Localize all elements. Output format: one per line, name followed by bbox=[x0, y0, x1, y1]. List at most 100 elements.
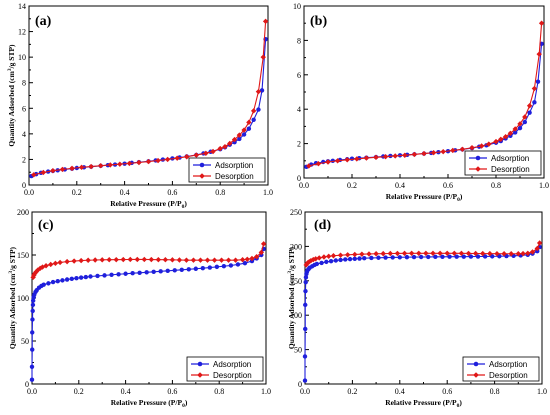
y-axis-title-main: Quantity Adsorbed (cm bbox=[7, 70, 16, 146]
data-point bbox=[319, 260, 324, 266]
series-desorption bbox=[30, 241, 267, 281]
data-point bbox=[92, 257, 98, 263]
data-point bbox=[174, 155, 180, 161]
data-point bbox=[158, 269, 163, 274]
data-point bbox=[472, 250, 479, 257]
series-desorption bbox=[31, 18, 269, 178]
x-tick-label: 0.2 bbox=[74, 387, 84, 396]
data-point bbox=[222, 143, 228, 150]
data-point bbox=[347, 256, 353, 262]
data-point bbox=[145, 158, 152, 165]
data-point bbox=[451, 250, 458, 256]
data-point bbox=[136, 159, 142, 166]
data-point bbox=[29, 364, 35, 369]
data-point bbox=[176, 257, 183, 263]
y-tick-label: 4 bbox=[22, 130, 26, 139]
data-point bbox=[31, 272, 37, 278]
data-point bbox=[376, 255, 381, 260]
y-axis-title: Quantity Adsorbed (cm3/g STP) bbox=[287, 246, 296, 349]
data-point bbox=[88, 274, 93, 279]
y-tick-label: 2 bbox=[22, 155, 26, 164]
data-point bbox=[402, 152, 408, 158]
panel-label: (b) bbox=[310, 14, 327, 29]
data-point bbox=[303, 326, 308, 332]
data-point bbox=[538, 20, 545, 26]
data-point bbox=[450, 147, 456, 154]
y-tick-label: 0 bbox=[297, 174, 301, 183]
x-tick-label: 0.2 bbox=[72, 188, 82, 197]
panel-label: (d) bbox=[314, 218, 331, 233]
panel-label: (c) bbox=[38, 218, 54, 233]
data-point bbox=[315, 161, 322, 167]
data-point bbox=[64, 258, 70, 265]
data-point bbox=[408, 250, 415, 256]
data-point bbox=[418, 254, 424, 260]
data-point bbox=[324, 259, 329, 265]
data-point bbox=[303, 288, 308, 294]
data-point bbox=[325, 159, 331, 165]
data-point bbox=[486, 141, 492, 147]
x-tick-label: 1.0 bbox=[261, 387, 271, 396]
x-axis-title-main: Relative Pressure (P/P bbox=[111, 398, 183, 407]
data-point bbox=[487, 250, 493, 257]
y-tick-label: 14 bbox=[18, 2, 26, 11]
data-point bbox=[430, 250, 436, 256]
data-point bbox=[31, 172, 37, 178]
data-point bbox=[401, 250, 408, 257]
y-tick-label: 200 bbox=[290, 242, 302, 251]
data-point bbox=[210, 148, 216, 155]
data-point bbox=[302, 354, 308, 359]
data-point bbox=[416, 250, 422, 256]
data-point bbox=[57, 259, 63, 266]
data-point bbox=[200, 265, 206, 271]
data-point bbox=[98, 162, 104, 169]
data-point bbox=[330, 253, 337, 259]
data-point bbox=[60, 278, 65, 283]
data-point bbox=[256, 107, 261, 112]
y-axis-title-main: Quantity Adsorbed (cm bbox=[8, 273, 17, 349]
x-tick-label: 0.2 bbox=[347, 181, 357, 190]
data-point bbox=[390, 255, 395, 260]
y-tick-label: 50 bbox=[294, 346, 302, 355]
data-point bbox=[123, 271, 128, 276]
y-axis-title-end: /g STP) bbox=[7, 44, 16, 69]
y-tick-label: 6 bbox=[297, 71, 301, 80]
data-point bbox=[520, 250, 526, 257]
x-axis-title-sub: 0 bbox=[457, 403, 460, 409]
data-point bbox=[314, 261, 320, 267]
data-point bbox=[107, 162, 113, 168]
data-point bbox=[369, 255, 374, 261]
data-point bbox=[64, 277, 70, 282]
data-point bbox=[513, 130, 518, 135]
data-point bbox=[494, 250, 500, 257]
x-axis-title-main: Relative Pressure (P/P bbox=[386, 192, 458, 201]
x-axis-title: Relative Pressure (P/P0) bbox=[111, 398, 188, 409]
data-point bbox=[169, 257, 176, 263]
y-axis-title-main: Quantity Adsorbed (cm bbox=[287, 273, 296, 349]
data-point bbox=[497, 254, 502, 259]
data-point bbox=[211, 257, 218, 263]
data-point bbox=[218, 257, 225, 263]
data-point bbox=[478, 143, 485, 149]
data-point bbox=[106, 257, 112, 263]
data-point bbox=[235, 262, 241, 267]
data-point bbox=[50, 279, 56, 285]
data-point bbox=[387, 250, 394, 257]
data-point bbox=[531, 85, 538, 92]
y-tick-label: 100 bbox=[17, 294, 29, 303]
legend-label: Desorption bbox=[213, 371, 252, 380]
data-point bbox=[241, 127, 247, 133]
data-point bbox=[52, 260, 59, 267]
panel-label: (a) bbox=[35, 14, 52, 29]
data-point bbox=[83, 274, 89, 280]
y-tick-label: 100 bbox=[290, 311, 302, 320]
data-point bbox=[99, 257, 105, 263]
data-point bbox=[526, 103, 533, 109]
data-point bbox=[532, 100, 537, 105]
data-point bbox=[522, 114, 528, 120]
x-tick-label: 0.0 bbox=[27, 387, 37, 396]
x-tick-label: 0.0 bbox=[300, 387, 310, 396]
data-point bbox=[397, 255, 402, 260]
y-tick-label: 2 bbox=[297, 140, 301, 149]
